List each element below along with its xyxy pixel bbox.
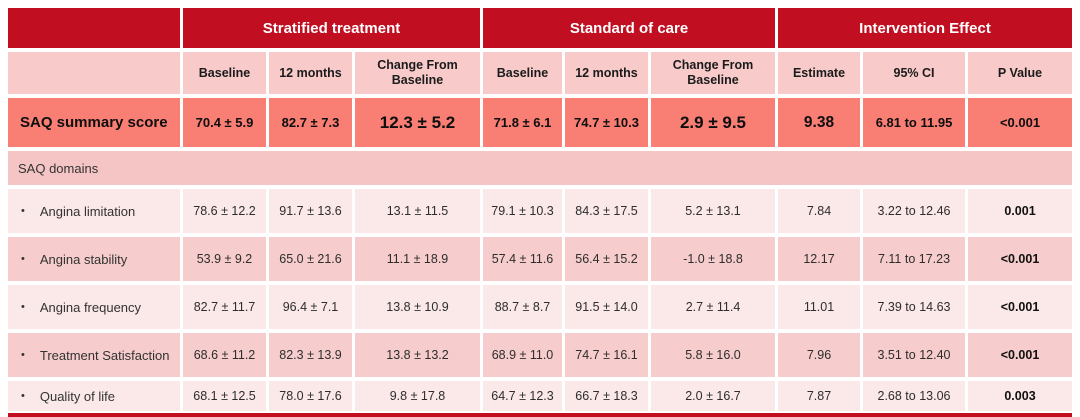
summary-value-cell: 74.7 ± 10.3 bbox=[565, 98, 648, 147]
estimate-cell: 12.17 bbox=[778, 237, 860, 281]
estimate-cell: 11.01 bbox=[778, 285, 860, 329]
subheader-empty-cell bbox=[8, 52, 180, 94]
value-cell: 5.2 ± 13.1 bbox=[651, 189, 775, 233]
value-cell: 74.7 ± 16.1 bbox=[565, 333, 648, 377]
ci-cell: 3.51 to 12.40 bbox=[863, 333, 965, 377]
value-cell: 65.0 ± 21.6 bbox=[269, 237, 352, 281]
pvalue-cell: 0.003 bbox=[968, 381, 1072, 411]
value-cell: 13.8 ± 10.9 bbox=[355, 285, 480, 329]
group-header-stratified-treatment: Stratified treatment bbox=[183, 8, 480, 48]
row-label-text: Quality of life bbox=[39, 388, 116, 404]
summary-row-label: SAQ summary score bbox=[8, 98, 180, 147]
col-header-strat-change: Change From Baseline bbox=[355, 52, 480, 94]
row-label-treatment-satisfaction: • Treatment Satisfaction bbox=[8, 333, 180, 377]
summary-value-cell: 2.9 ± 9.5 bbox=[651, 98, 775, 147]
col-header-p-value: P Value bbox=[968, 52, 1072, 94]
summary-estimate-cell: 9.38 bbox=[778, 98, 860, 147]
value-cell: 66.7 ± 18.3 bbox=[565, 381, 648, 411]
pvalue-cell: <0.001 bbox=[968, 333, 1072, 377]
value-cell: 78.6 ± 12.2 bbox=[183, 189, 266, 233]
bullet-icon: • bbox=[21, 301, 25, 313]
value-cell: 53.9 ± 9.2 bbox=[183, 237, 266, 281]
value-cell: 82.3 ± 13.9 bbox=[269, 333, 352, 377]
value-cell: 56.4 ± 15.2 bbox=[565, 237, 648, 281]
col-header-soc-12-months: 12 months bbox=[565, 52, 648, 94]
bullet-icon: • bbox=[21, 390, 25, 402]
row-label-text: Angina stability bbox=[39, 251, 128, 267]
value-cell: 57.4 ± 11.6 bbox=[483, 237, 562, 281]
value-cell: 91.5 ± 14.0 bbox=[565, 285, 648, 329]
ci-cell: 3.22 to 12.46 bbox=[863, 189, 965, 233]
value-cell: 11.1 ± 18.9 bbox=[355, 237, 480, 281]
row-label-text: Treatment Satisfaction bbox=[39, 347, 170, 363]
value-cell: 2.0 ± 16.7 bbox=[651, 381, 775, 411]
table-bottom-border bbox=[8, 413, 1072, 417]
row-label-text: Angina limitation bbox=[39, 203, 136, 219]
summary-value-cell: 71.8 ± 6.1 bbox=[483, 98, 562, 147]
value-cell: 68.9 ± 11.0 bbox=[483, 333, 562, 377]
estimate-cell: 7.84 bbox=[778, 189, 860, 233]
col-header-estimate: Estimate bbox=[778, 52, 860, 94]
value-cell: 13.8 ± 13.2 bbox=[355, 333, 480, 377]
corner-header-cell bbox=[8, 8, 180, 48]
row-label-text: Angina frequency bbox=[39, 299, 142, 315]
bullet-icon: • bbox=[21, 349, 25, 361]
bullet-icon: • bbox=[21, 205, 25, 217]
row-label-angina-frequency: • Angina frequency bbox=[8, 285, 180, 329]
value-cell: 13.1 ± 11.5 bbox=[355, 189, 480, 233]
ci-cell: 7.11 to 17.23 bbox=[863, 237, 965, 281]
value-cell: 5.8 ± 16.0 bbox=[651, 333, 775, 377]
pvalue-cell: 0.001 bbox=[968, 189, 1072, 233]
value-cell: -1.0 ± 18.8 bbox=[651, 237, 775, 281]
group-header-standard-of-care: Standard of care bbox=[483, 8, 775, 48]
col-header-soc-change: Change From Baseline bbox=[651, 52, 775, 94]
summary-value-cell: 82.7 ± 7.3 bbox=[269, 98, 352, 147]
value-cell: 88.7 ± 8.7 bbox=[483, 285, 562, 329]
value-cell: 82.7 ± 11.7 bbox=[183, 285, 266, 329]
results-table: Stratified treatment Standard of care In… bbox=[8, 8, 1072, 411]
row-label-angina-limitation: • Angina limitation bbox=[8, 189, 180, 233]
value-cell: 78.0 ± 17.6 bbox=[269, 381, 352, 411]
value-cell: 84.3 ± 17.5 bbox=[565, 189, 648, 233]
estimate-cell: 7.96 bbox=[778, 333, 860, 377]
summary-value-cell: 12.3 ± 5.2 bbox=[355, 98, 480, 147]
ci-cell: 7.39 to 14.63 bbox=[863, 285, 965, 329]
summary-ci-cell: 6.81 to 11.95 bbox=[863, 98, 965, 147]
value-cell: 64.7 ± 12.3 bbox=[483, 381, 562, 411]
value-cell: 91.7 ± 13.6 bbox=[269, 189, 352, 233]
bullet-icon: • bbox=[21, 253, 25, 265]
value-cell: 2.7 ± 11.4 bbox=[651, 285, 775, 329]
section-label-saq-domains: SAQ domains bbox=[8, 151, 1072, 185]
value-cell: 9.8 ± 17.8 bbox=[355, 381, 480, 411]
col-header-strat-baseline: Baseline bbox=[183, 52, 266, 94]
estimate-cell: 7.87 bbox=[778, 381, 860, 411]
ci-cell: 2.68 to 13.06 bbox=[863, 381, 965, 411]
value-cell: 68.1 ± 12.5 bbox=[183, 381, 266, 411]
summary-pvalue-cell: <0.001 bbox=[968, 98, 1072, 147]
group-header-intervention-effect: Intervention Effect bbox=[778, 8, 1072, 48]
value-cell: 79.1 ± 10.3 bbox=[483, 189, 562, 233]
row-label-angina-stability: • Angina stability bbox=[8, 237, 180, 281]
col-header-strat-12-months: 12 months bbox=[269, 52, 352, 94]
col-header-soc-baseline: Baseline bbox=[483, 52, 562, 94]
row-label-quality-of-life: • Quality of life bbox=[8, 381, 180, 411]
col-header-95-ci: 95% CI bbox=[863, 52, 965, 94]
value-cell: 68.6 ± 11.2 bbox=[183, 333, 266, 377]
summary-value-cell: 70.4 ± 5.9 bbox=[183, 98, 266, 147]
pvalue-cell: <0.001 bbox=[968, 285, 1072, 329]
pvalue-cell: <0.001 bbox=[968, 237, 1072, 281]
value-cell: 96.4 ± 7.1 bbox=[269, 285, 352, 329]
